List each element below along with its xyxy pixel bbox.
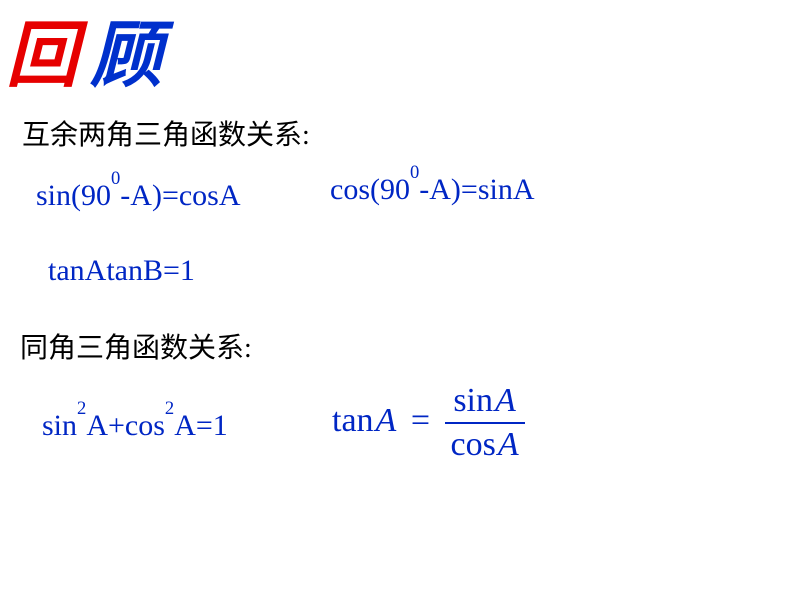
f5-eq: = bbox=[396, 402, 444, 439]
title-char1: 回 bbox=[6, 0, 90, 101]
f4-suffix: A=1 bbox=[174, 409, 228, 442]
f5-tan: tan bbox=[332, 402, 374, 439]
f4-prefix: sin bbox=[42, 409, 77, 442]
f4-super1: 2 bbox=[77, 398, 86, 419]
f4-super2: 2 bbox=[165, 398, 174, 419]
f1-prefix: sin(90 bbox=[36, 179, 111, 212]
title-huigu: 回顾 bbox=[6, 0, 174, 101]
f5-num-sin: sin bbox=[453, 382, 493, 419]
slide: 回顾 互余两角三角函数关系: sin(900-A)=cosA cos(900-A… bbox=[0, 0, 794, 596]
f5-num: sinA bbox=[445, 382, 525, 424]
formula-sin2cos2: sin2A+cos2A=1 bbox=[42, 408, 228, 443]
section2-heading: 同角三角函数关系: bbox=[20, 326, 252, 366]
f5-A: A bbox=[374, 402, 397, 439]
formula-tanA-fraction: tanA = sinAcosA bbox=[332, 382, 525, 464]
f2-super: 0 bbox=[410, 162, 419, 183]
f5-num-A: A bbox=[493, 382, 516, 419]
formula-cos90-sin: cos(900-A)=sinA bbox=[330, 172, 535, 207]
f2-prefix: cos(90 bbox=[330, 173, 410, 206]
f4-mid: A+cos bbox=[86, 409, 165, 442]
f1-super: 0 bbox=[111, 168, 120, 189]
f5-den-cos: cos bbox=[451, 426, 496, 463]
formula-tanAtanB: tanAtanB=1 bbox=[48, 254, 195, 288]
f1-suffix: -A)=cosA bbox=[120, 179, 240, 212]
formula-sin90-cos: sin(900-A)=cosA bbox=[36, 178, 241, 213]
f5-den-A: A bbox=[496, 426, 519, 463]
f5-frac: sinAcosA bbox=[445, 382, 525, 464]
title-char2: 顾 bbox=[90, 0, 174, 101]
f5-den: cosA bbox=[445, 424, 525, 464]
section1-heading: 互余两角三角函数关系: bbox=[22, 113, 310, 153]
f2-suffix: -A)=sinA bbox=[419, 173, 534, 206]
